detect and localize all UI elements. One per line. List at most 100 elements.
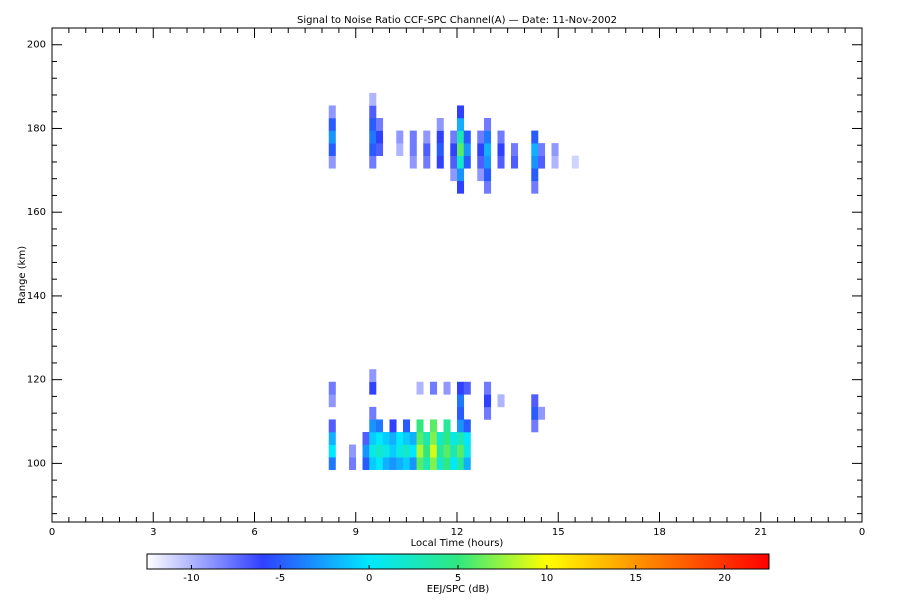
heatmap-cell	[457, 143, 465, 156]
heatmap-cell	[376, 444, 384, 458]
heatmap-cell	[463, 130, 471, 144]
heatmap-cell	[369, 369, 377, 383]
heatmap-cell	[376, 431, 384, 445]
heatmap-cell	[376, 419, 384, 433]
heatmap-cell	[436, 444, 444, 458]
heatmap-cell	[369, 444, 377, 458]
heatmap-cell	[369, 457, 377, 470]
heatmap-cell	[457, 155, 465, 169]
heatmap-cell	[443, 381, 451, 395]
heatmap-cell	[349, 457, 357, 470]
heatmap-cell	[497, 130, 505, 144]
heatmap-cell	[457, 431, 465, 445]
heatmap-cell	[423, 431, 431, 445]
colorbar-tick-label: 10	[540, 573, 553, 584]
heatmap-cell	[328, 444, 336, 458]
heatmap-cell	[369, 406, 377, 420]
heatmap-cell	[457, 394, 465, 408]
heatmap-cell	[457, 180, 465, 194]
colorbar-tick-label: 20	[718, 573, 731, 584]
heatmap-cell	[396, 457, 404, 470]
heatmap-cell	[409, 431, 417, 445]
heatmap-cell	[328, 143, 336, 156]
heatmap-cell	[497, 394, 505, 408]
x-tick-label: 3	[150, 527, 156, 538]
heatmap-cell	[484, 143, 492, 156]
heatmap-cell	[376, 457, 384, 470]
heatmap-cell	[477, 155, 485, 169]
heatmap-cell	[423, 457, 431, 470]
heatmap-cell	[477, 130, 485, 144]
heatmap-cell	[443, 444, 451, 458]
heatmap-cell	[328, 431, 336, 445]
heatmap-cell	[382, 431, 390, 445]
heatmap-cell	[409, 155, 417, 169]
heatmap-cell	[396, 444, 404, 458]
heatmap-cell	[436, 130, 444, 144]
heatmap-cell	[382, 457, 390, 470]
heatmap-cell	[436, 457, 444, 470]
x-tick-label: 18	[653, 527, 666, 538]
heatmap-cell	[396, 143, 404, 156]
colorbar-label: EEJ/SPC (dB)	[427, 584, 490, 595]
heatmap-cell	[396, 431, 404, 445]
heatmap-cell	[484, 155, 492, 169]
heatmap-cell	[463, 155, 471, 169]
heatmap-cell	[369, 92, 377, 106]
heatmap-cell	[328, 118, 336, 131]
x-tick-label: 21	[754, 527, 767, 538]
heatmap-cell	[457, 457, 465, 470]
heatmap-cell	[457, 105, 465, 119]
heatmap-cell	[450, 155, 458, 169]
heatmap-cell	[369, 143, 377, 156]
heatmap-cell	[389, 419, 397, 433]
y-tick-label: 100	[27, 458, 46, 469]
heatmap-cell	[551, 155, 559, 169]
x-tick-label: 9	[353, 527, 359, 538]
heatmap-cell	[436, 431, 444, 445]
heatmap-cell	[538, 155, 546, 169]
heatmap-cell	[409, 130, 417, 144]
colorbar-tick-label: 0	[366, 573, 372, 584]
heatmap-cell	[328, 394, 336, 408]
y-tick-label: 140	[27, 291, 46, 302]
heatmap-cell	[463, 419, 471, 433]
heatmap-cell	[457, 381, 465, 395]
heatmap-cell	[328, 105, 336, 119]
heatmap-cell	[497, 143, 505, 156]
heatmap-cell	[477, 168, 485, 182]
heatmap-cell	[430, 419, 438, 433]
heatmap-cell	[423, 143, 431, 156]
heatmap-cell	[369, 419, 377, 433]
colorbar-tick-label: -10	[183, 573, 199, 584]
heatmap-cell	[551, 143, 559, 156]
heatmap-cell	[484, 381, 492, 395]
heatmap-cell	[450, 143, 458, 156]
heatmap-cell	[484, 180, 492, 194]
heatmap-cell	[463, 444, 471, 458]
heatmap-cell	[484, 406, 492, 420]
heatmap-cell	[389, 457, 397, 470]
heatmap-cell	[531, 130, 539, 144]
heatmap-cell	[443, 431, 451, 445]
heatmap-cell	[409, 444, 417, 458]
heatmap-cell	[349, 444, 357, 458]
heatmap-cell	[376, 118, 384, 131]
heatmap-cell	[436, 143, 444, 156]
heatmap-cell	[423, 444, 431, 458]
heatmap-cell	[362, 431, 370, 445]
heatmap-cell	[436, 155, 444, 169]
heatmap-cell	[457, 118, 465, 131]
colorbar-tick-label: 15	[629, 573, 642, 584]
heatmap-cell	[450, 431, 458, 445]
heatmap-cell	[430, 431, 438, 445]
heatmap-cell	[369, 155, 377, 169]
heatmap-cell	[538, 143, 546, 156]
x-tick-label: 0	[49, 527, 55, 538]
heatmap-cell	[396, 130, 404, 144]
heatmap-cell	[450, 130, 458, 144]
heatmap-cell	[409, 457, 417, 470]
heatmap-cell	[430, 444, 438, 458]
heatmap-cell	[409, 143, 417, 156]
